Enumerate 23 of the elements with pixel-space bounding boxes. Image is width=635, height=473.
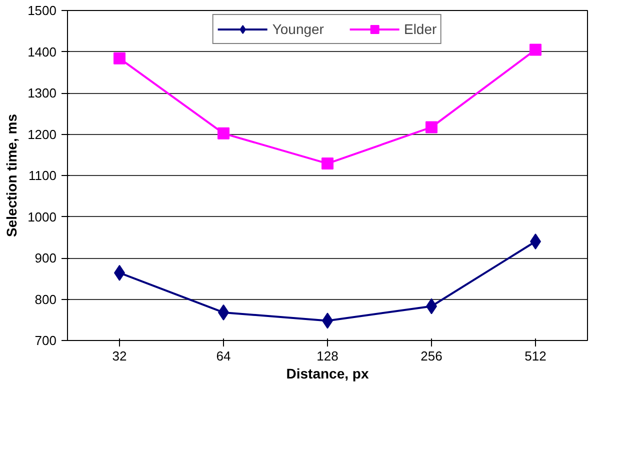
point <box>426 121 438 134</box>
legend-label: Elder <box>404 21 437 37</box>
y-tick-label: 1400 <box>28 44 56 60</box>
x-tick-label: 512 <box>524 348 546 364</box>
x-axis-title: Distance, px <box>286 366 369 382</box>
legend-label: Younger <box>272 21 324 37</box>
x-tick-label: 256 <box>420 348 442 364</box>
x-tick-label: 128 <box>316 348 338 364</box>
x-tick-label: 32 <box>112 348 127 364</box>
y-tick-label: 1200 <box>28 126 56 142</box>
point <box>322 158 334 170</box>
y-tick-label: 1500 <box>28 3 56 18</box>
y-tick-label: 800 <box>34 292 57 307</box>
y-tick-label: 1000 <box>28 209 56 224</box>
point <box>530 44 542 56</box>
y-tick-label: 1300 <box>28 86 56 100</box>
y-tick-label: 900 <box>34 250 57 266</box>
point <box>114 52 126 64</box>
y-axis-title: Selection time, ms <box>4 114 20 237</box>
y-tick-label: 1100 <box>28 168 57 183</box>
x-tick-label: 64 <box>216 348 231 364</box>
y-tick-label: 700 <box>34 333 57 348</box>
point <box>218 127 230 140</box>
